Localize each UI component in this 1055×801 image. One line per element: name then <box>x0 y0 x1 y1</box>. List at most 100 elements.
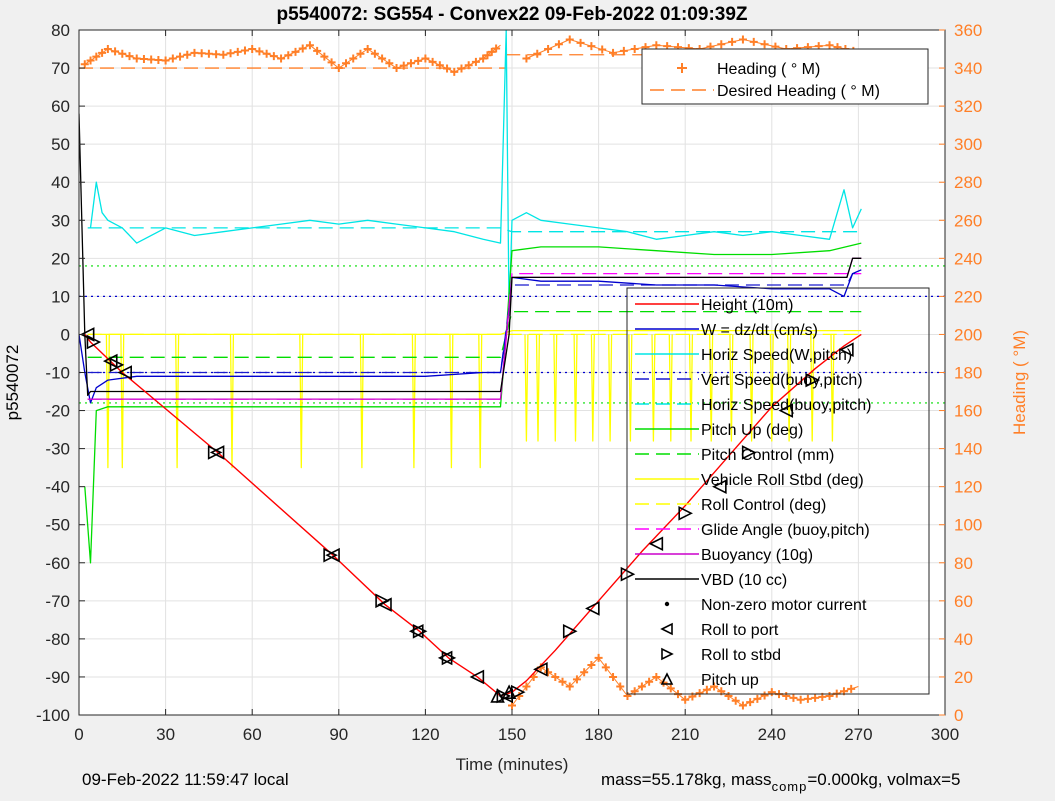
heading-point <box>399 61 408 70</box>
heading-point <box>796 695 805 704</box>
footer-volmax-label: =0.000kg, volmax=5 <box>807 770 961 789</box>
heading-point <box>522 54 531 63</box>
legend-main-box <box>626 287 930 695</box>
tick-marks <box>78 29 946 716</box>
legend-heading-label: Heading ( ° M) <box>717 61 820 78</box>
y-tick-label: 40 <box>51 173 70 192</box>
y2-tick-label: 200 <box>954 325 982 344</box>
heading-point <box>125 52 134 61</box>
roll-spike <box>553 334 558 442</box>
heading-point <box>197 49 206 58</box>
roll-spike <box>787 334 792 442</box>
roll-spike <box>175 334 180 469</box>
y-tick-label: -70 <box>45 592 70 611</box>
legend-main-label: Pitch Control (mm) <box>701 447 834 464</box>
y-tick-label: 0 <box>61 325 70 344</box>
legend-heading-box <box>641 48 929 105</box>
marker-roll-to-stbd <box>441 650 457 666</box>
footer-comp-subscript: comp <box>771 779 808 794</box>
heading-point <box>414 56 423 65</box>
series-pitch-control <box>87 310 862 358</box>
x-tick-label: 210 <box>671 725 699 744</box>
heading-point <box>428 57 437 66</box>
heading-point <box>240 46 249 55</box>
heading-point <box>385 59 394 68</box>
marker-roll-to-stbd <box>412 623 428 639</box>
legend-main-label: VBD (10 cc) <box>701 572 787 589</box>
heading-point <box>370 49 379 58</box>
legend-heading-label: Desired Heading ( ° M) <box>717 83 880 100</box>
marker-roll-to-stbd <box>741 445 757 460</box>
heading-point <box>753 694 762 703</box>
y-tick-label: 70 <box>51 59 70 78</box>
y-axis-label: p5540072 <box>3 345 22 421</box>
heading-point <box>161 56 170 65</box>
marker-roll-to-port <box>117 365 132 380</box>
roll-spike <box>359 334 364 469</box>
y-tick-label: 80 <box>51 21 70 40</box>
x-tick-label: 30 <box>156 725 175 744</box>
heading-point <box>811 693 820 702</box>
marker-roll-to-stbd <box>109 357 125 373</box>
legend-main-label: Horiz Speed(buoy,pitch) <box>701 397 871 414</box>
y-tick-label: -90 <box>45 668 70 687</box>
heading-point <box>154 55 163 64</box>
heading-point <box>738 35 747 44</box>
heading-point <box>132 54 141 63</box>
y2-tick-label: 60 <box>954 592 973 611</box>
roll-spike <box>573 334 578 442</box>
heading-point <box>558 677 567 686</box>
y2-tick-label: 300 <box>954 135 982 154</box>
marker-roll-to-stbd <box>375 593 390 609</box>
legend-main-label: Roll Control (deg) <box>701 497 826 514</box>
y2-tick-label: 100 <box>954 516 982 535</box>
legend-main-label: Roll to stbd <box>701 647 781 664</box>
roll-spike <box>535 334 541 442</box>
x-tick-label: 270 <box>844 725 872 744</box>
marker-roll-to-port <box>712 479 727 494</box>
y2-tick-label: 240 <box>954 249 982 268</box>
y-tick-label: -60 <box>45 554 70 573</box>
heading-point <box>443 64 452 73</box>
marker-pitch-up <box>501 684 517 699</box>
heading-point <box>349 54 358 63</box>
heading-point <box>825 41 834 50</box>
heading-point <box>118 49 127 58</box>
roll-spike <box>651 334 656 442</box>
legend-main-label: Non-zero motor current <box>701 597 867 614</box>
heading-point <box>587 42 596 51</box>
heading-point <box>219 50 228 59</box>
legend-main: Height (10m) W = dz/dt (cm/s) Horiz Speed(… <box>626 287 930 695</box>
series-pitch <box>84 242 862 564</box>
heading-point <box>666 684 675 693</box>
y2-tick-label: 40 <box>954 630 973 649</box>
roll-spike <box>524 334 529 442</box>
x-tick-label: 60 <box>243 725 262 744</box>
legend-main-label: Horiz Speed(W,pitch) <box>701 347 852 364</box>
marker-roll-to-port <box>209 445 225 460</box>
heading-point <box>746 698 755 707</box>
heading-point <box>421 54 430 63</box>
legend-main-label: Glide Angle (buoy,pitch) <box>701 522 870 539</box>
x-tick-label: 300 <box>931 725 959 744</box>
series-w <box>79 269 862 404</box>
heading-point <box>479 54 488 63</box>
y2-tick-label: 340 <box>954 59 982 78</box>
x-tick-label: 150 <box>498 725 526 744</box>
heading-point <box>471 57 480 66</box>
heading-point <box>233 47 242 56</box>
roll-spike <box>668 334 673 442</box>
heading-point <box>544 45 553 54</box>
heading-point <box>749 37 758 46</box>
y2-axis-label: Heading ( °M) <box>1010 330 1029 435</box>
heading-point <box>305 41 314 50</box>
heading-point <box>320 52 329 61</box>
heading-point <box>710 682 719 691</box>
y2-tick-label: 320 <box>954 97 982 116</box>
heading-point <box>767 688 776 697</box>
footer-mass-label: mass=55.178kg, mass <box>601 770 772 789</box>
roll-spike <box>628 334 633 442</box>
heading-point <box>619 46 628 55</box>
heading-point <box>483 51 492 60</box>
